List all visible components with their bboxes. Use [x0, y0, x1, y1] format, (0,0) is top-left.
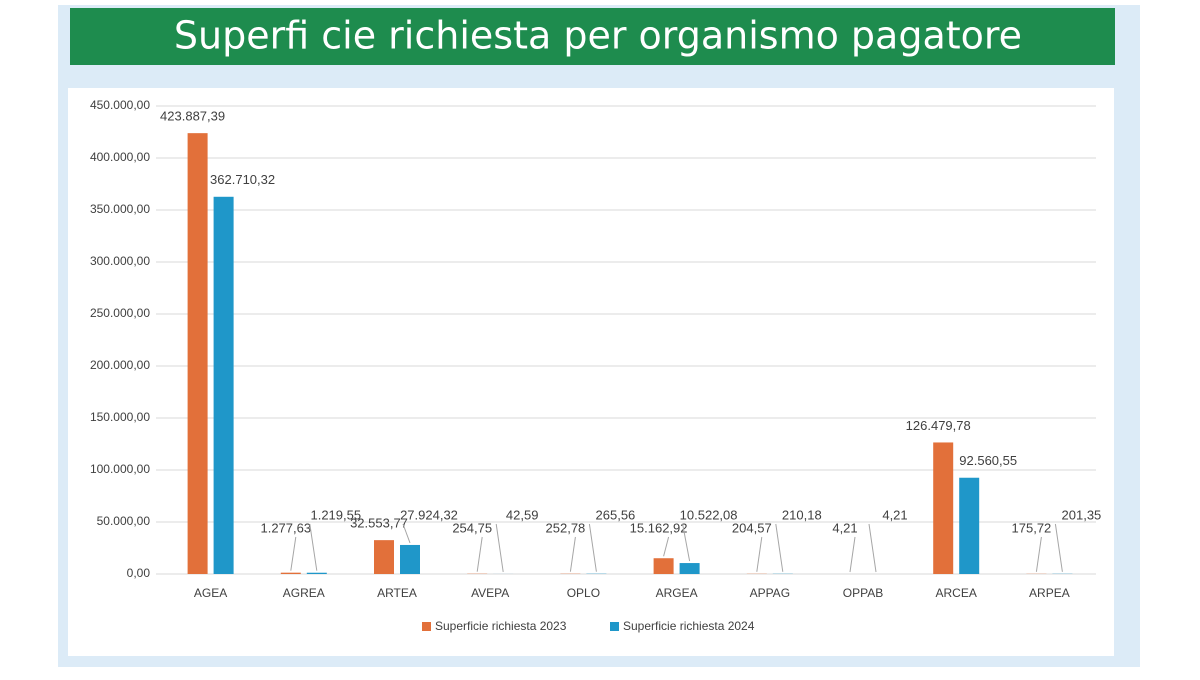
x-tick-label: AGEA	[194, 586, 227, 600]
data-label: 27.924,32	[400, 507, 458, 522]
x-tick-label: ARCEA	[936, 586, 977, 600]
y-tick-label: 150.000,00	[90, 410, 150, 424]
data-label: 10.522,08	[680, 507, 738, 522]
data-label: 210,18	[782, 507, 822, 522]
x-tick-label: AGREA	[283, 586, 325, 600]
data-label: 4,21	[832, 520, 857, 535]
legend-swatch	[610, 622, 619, 631]
y-tick-label: 0,00	[127, 566, 151, 580]
bar	[654, 558, 674, 574]
y-tick-label: 100.000,00	[90, 462, 150, 476]
bar	[680, 563, 700, 574]
x-tick-label: AVEPA	[471, 586, 509, 600]
bar	[959, 478, 979, 574]
data-label: 201,35	[1062, 507, 1102, 522]
x-tick-label: ARTEA	[377, 586, 417, 600]
data-label: 204,57	[732, 520, 772, 535]
chart-title: Superfi cie richiesta per organismo paga…	[174, 14, 1022, 58]
y-tick-label: 250.000,00	[90, 306, 150, 320]
data-label: 423.887,39	[160, 109, 225, 124]
bar	[188, 133, 208, 574]
data-label: 1.277,63	[260, 520, 311, 535]
bar	[307, 573, 327, 574]
y-tick-label: 50.000,00	[97, 514, 151, 528]
y-tick-label: 400.000,00	[90, 150, 150, 164]
data-label: 254,75	[452, 520, 492, 535]
data-label: 362.710,32	[210, 172, 275, 187]
bar	[214, 197, 234, 574]
x-tick-label: OPLO	[567, 586, 600, 600]
x-tick-label: OPPAB	[843, 586, 883, 600]
data-label: 252,78	[546, 520, 586, 535]
x-tick-label: ARGEA	[656, 586, 698, 600]
y-tick-label: 300.000,00	[90, 254, 150, 268]
legend-swatch	[422, 622, 431, 631]
x-tick-label: ARPEA	[1029, 586, 1070, 600]
y-tick-label: 200.000,00	[90, 358, 150, 372]
legend-label: Superficie richiesta 2023	[435, 619, 567, 633]
data-label: 92.560,55	[959, 453, 1017, 468]
data-label: 175,72	[1012, 520, 1052, 535]
bar	[281, 573, 301, 574]
data-label: 4,21	[882, 507, 907, 522]
bar	[933, 442, 953, 574]
legend-label: Superficie richiesta 2024	[623, 619, 755, 633]
y-tick-label: 450.000,00	[90, 98, 150, 112]
bar	[374, 540, 394, 574]
data-label: 126.479,78	[906, 418, 971, 433]
data-label: 15.162,92	[630, 520, 688, 535]
y-tick-label: 350.000,00	[90, 202, 150, 216]
bar	[400, 545, 420, 574]
data-label: 42,59	[506, 507, 539, 522]
x-tick-label: APPAG	[750, 586, 790, 600]
